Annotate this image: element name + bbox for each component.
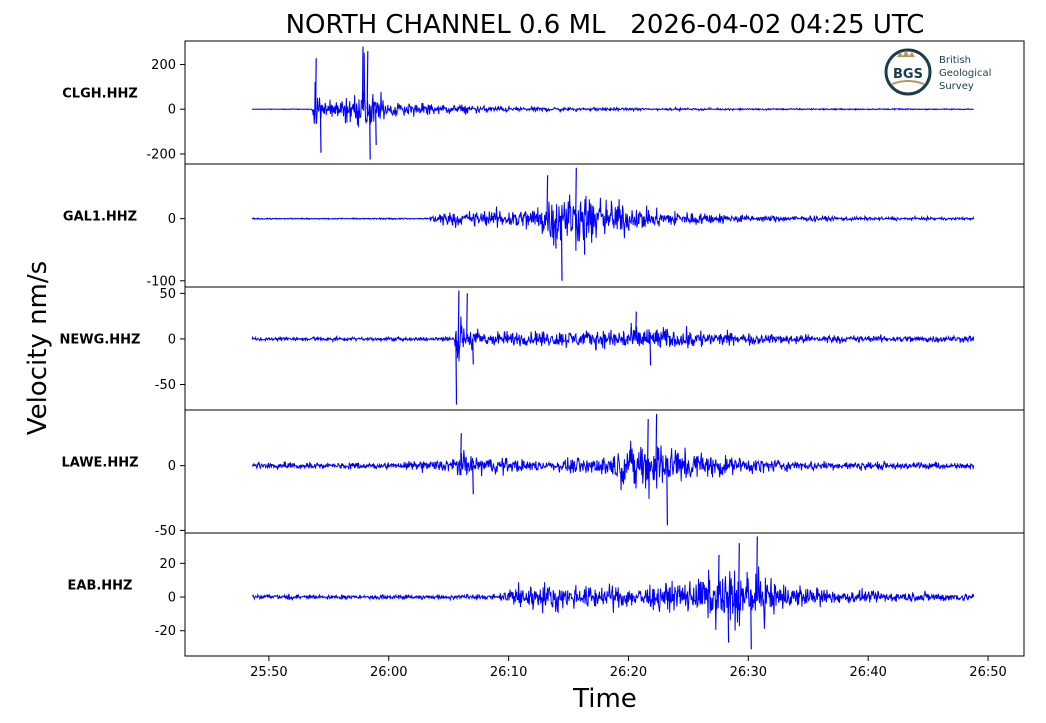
trace-peak <box>319 109 322 153</box>
y-axis-label: Velocity nm/s <box>23 261 53 435</box>
y-tick-label: 20 <box>159 557 176 572</box>
trace-peak <box>756 536 758 598</box>
trace-peak <box>560 218 563 281</box>
station-label: EAB.HHZ <box>68 579 133 594</box>
trace-peak <box>738 543 740 598</box>
trace-peak <box>375 109 377 146</box>
x-tick-label: 26:20 <box>610 665 647 680</box>
x-tick-label: 26:50 <box>969 665 1006 680</box>
station-label: NEWG.HHZ <box>60 333 141 348</box>
logo-line-2: Geological <box>939 68 991 79</box>
bgs-logo: BGS British Geological Survey <box>884 48 991 96</box>
x-tick-label: 26:30 <box>730 665 767 680</box>
trace-peak <box>315 58 317 110</box>
logo-mark: BGS <box>893 67 923 82</box>
trace-line <box>251 566 975 631</box>
y-tick-label: -20 <box>155 624 176 639</box>
panels-group: 2000-200CLGH.HHZ0-100GAL1.HHZ500-50NEWG.… <box>60 40 1025 657</box>
y-tick-label: 0 <box>168 459 176 474</box>
logo-line-1: British <box>939 55 971 66</box>
trace-peak <box>583 218 586 255</box>
trace-peak <box>366 51 369 110</box>
x-axis: 25:50 26:00 26:10 26:20 26:30 26:40 26:50 <box>250 656 1007 680</box>
trace-line <box>252 52 974 128</box>
trace-peak <box>655 413 658 466</box>
y-tick-label: 0 <box>168 212 176 227</box>
logo-wave-icon <box>891 80 925 85</box>
station-label: LAWE.HHZ <box>61 456 138 471</box>
trace-line <box>251 316 975 362</box>
trace-peak <box>727 596 730 643</box>
crown-icon <box>897 50 915 57</box>
x-axis-label: Time <box>572 684 637 714</box>
trace-peak <box>466 293 468 339</box>
trace-peak <box>649 338 652 366</box>
trace-peak <box>472 465 474 495</box>
trace-peak <box>460 433 462 466</box>
y-tick-label: 0 <box>168 332 176 347</box>
trace-peak <box>554 218 557 249</box>
trace-peak <box>647 419 649 466</box>
trace-peak <box>635 311 637 339</box>
x-tick-label: 26:10 <box>490 665 527 680</box>
trace-peak <box>369 109 371 160</box>
trace-peak <box>750 596 752 650</box>
trace-peak <box>717 554 720 598</box>
x-tick-label: 25:50 <box>250 665 287 680</box>
y-tick-label: 50 <box>159 287 176 302</box>
trace-line <box>251 440 975 499</box>
y-tick-label: -200 <box>146 147 176 162</box>
logo-line-3: Survey <box>939 81 974 92</box>
station-label: CLGH.HHZ <box>62 87 138 102</box>
trace-peak <box>472 338 474 365</box>
trace-peak <box>455 338 458 405</box>
y-tick-label: 200 <box>151 58 176 73</box>
trace-line <box>251 194 975 251</box>
trace-peak <box>666 465 668 526</box>
trace-peak <box>457 290 460 339</box>
x-tick-label: 26:00 <box>370 665 407 680</box>
chart-title: NORTH CHANNEL 0.6 ML 2026-04-02 04:25 UT… <box>286 10 925 40</box>
y-tick-label: 0 <box>168 591 176 606</box>
trace-peak <box>361 46 364 110</box>
trace-peak <box>575 167 577 219</box>
y-tick-label: -50 <box>155 378 176 393</box>
y-tick-label: 0 <box>168 103 176 118</box>
station-label: GAL1.HHZ <box>63 210 137 225</box>
panel-frame <box>184 532 1025 657</box>
trace-peak <box>546 175 549 219</box>
y-tick-label: -100 <box>146 274 176 289</box>
y-tick-label: -50 <box>155 524 176 539</box>
x-tick-label: 26:40 <box>849 665 886 680</box>
panel-eab-hhz: 20 0 -20 EAB.HHZ <box>68 532 1025 657</box>
